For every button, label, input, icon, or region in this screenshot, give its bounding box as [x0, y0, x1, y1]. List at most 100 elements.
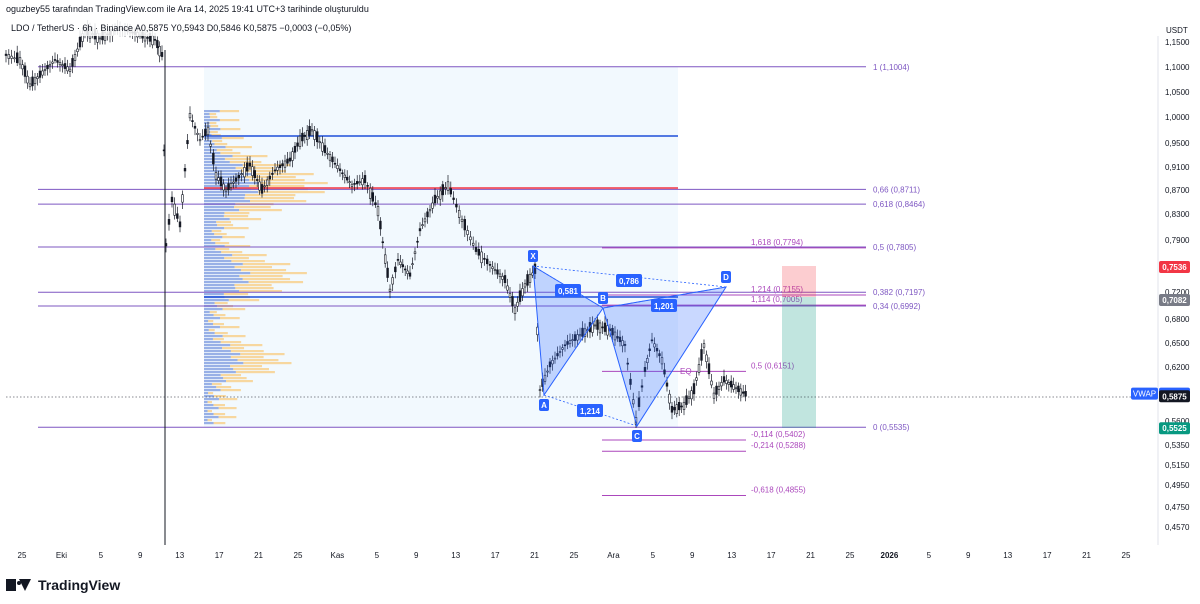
candle-body [41, 70, 44, 76]
vp-bar-up [215, 248, 230, 251]
candle-body [283, 160, 287, 168]
vp-bar-down [204, 308, 223, 311]
x-tick-label: 5 [99, 551, 104, 560]
vp-bar-up [222, 308, 246, 311]
y-tick-label: 1,1500 [1165, 38, 1190, 47]
candle-body [739, 388, 743, 396]
footer-brand: TradingView [6, 572, 120, 598]
vp-bar-down [204, 389, 221, 392]
vp-bar-up [220, 389, 241, 392]
pattern-ratio-label: 1,214 [580, 407, 601, 416]
x-tick-label: 9 [414, 551, 419, 560]
candle-body [399, 261, 402, 265]
candle-body [658, 353, 661, 357]
vp-bar-up [245, 194, 296, 197]
candle-body [71, 58, 74, 67]
candle-body [243, 167, 246, 178]
vp-bar-down [204, 395, 214, 398]
vp-bar-up [239, 290, 282, 293]
vp-bar-up [248, 281, 304, 284]
candle-body [566, 341, 569, 345]
y-tick-label: 0,4750 [1165, 503, 1190, 512]
candle-body [78, 36, 82, 48]
vp-bar-down [204, 254, 233, 257]
vp-bar-up [216, 149, 233, 152]
vp-bar-down [204, 404, 214, 407]
candle-body [734, 387, 738, 390]
candle-body [655, 348, 659, 352]
y-tick-label: 0,8700 [1165, 186, 1190, 195]
vp-bar-up [230, 350, 264, 353]
candle-body [331, 156, 334, 163]
candle-body [361, 178, 364, 186]
vp-bar-up [223, 293, 249, 296]
reward-zone [782, 297, 816, 428]
candle-body [632, 399, 635, 405]
vp-bar-down [204, 422, 214, 425]
vp-bar-up [224, 212, 250, 215]
vp-bar-down [204, 350, 231, 353]
vp-bar-down [204, 239, 212, 242]
vp-bar-down [204, 314, 214, 317]
candle-body [198, 139, 202, 142]
vp-bar-up [229, 218, 262, 221]
vp-bar-up [216, 386, 232, 389]
candle-body [153, 39, 157, 41]
pattern-point-marker [721, 271, 731, 283]
pattern-ratio-badge [577, 404, 603, 417]
candle-body [63, 63, 67, 69]
extension-label: 1,214 (0,7155) [751, 285, 803, 294]
candle-body [7, 54, 11, 59]
candle-body [428, 209, 432, 212]
vp-bar-down [204, 257, 225, 260]
candle-body [301, 132, 304, 142]
vp-bar-down [204, 212, 225, 215]
vp-bar-up [219, 110, 240, 113]
candle-body [61, 64, 64, 67]
candle-body [418, 228, 422, 232]
candle-body [596, 319, 599, 330]
candle-body [204, 129, 207, 136]
y-tick-label: 0,9500 [1165, 139, 1190, 148]
candle-body [394, 266, 397, 273]
vp-bar-up [208, 392, 214, 395]
x-tick-label: 5 [927, 551, 932, 560]
candle-body [477, 248, 480, 256]
candle-body [209, 143, 212, 147]
vp-bar-up [215, 242, 230, 245]
candle-body [553, 357, 557, 360]
vp-bar-up [242, 263, 291, 266]
candle-body [416, 240, 419, 243]
vp-bar-up [220, 152, 241, 155]
vp-bar-up [211, 230, 222, 233]
candle-body [371, 192, 374, 202]
candle-body [167, 219, 171, 225]
vp-bar-down [204, 380, 227, 383]
pattern-bcd [602, 286, 728, 428]
candle-body [31, 76, 34, 87]
y-tick-label: 0,8300 [1165, 210, 1190, 219]
candle-body [695, 377, 698, 381]
candle-body [276, 166, 279, 171]
candle-body [677, 402, 681, 411]
vp-bar-up [224, 158, 251, 161]
candle-body [345, 176, 349, 181]
pattern-point-marker [598, 292, 608, 304]
candle-body [224, 189, 228, 192]
candle-body [697, 364, 701, 373]
vp-bar-up [213, 404, 225, 407]
candle-body [336, 165, 339, 169]
candle-body [229, 183, 233, 188]
x-tick-label: Eki [56, 551, 67, 560]
candle-body [444, 187, 447, 189]
vp-bar-down [204, 365, 231, 368]
attribution-text: oguzbey55 tarafından TradingView.com ile… [6, 4, 369, 14]
vp-bar-down [204, 233, 215, 236]
candle-body [680, 405, 683, 408]
candle-body [463, 219, 466, 231]
candle-body [358, 181, 361, 184]
vp-bar-up [210, 131, 218, 134]
candle-body [493, 269, 497, 272]
vp-bar-down [204, 251, 222, 254]
